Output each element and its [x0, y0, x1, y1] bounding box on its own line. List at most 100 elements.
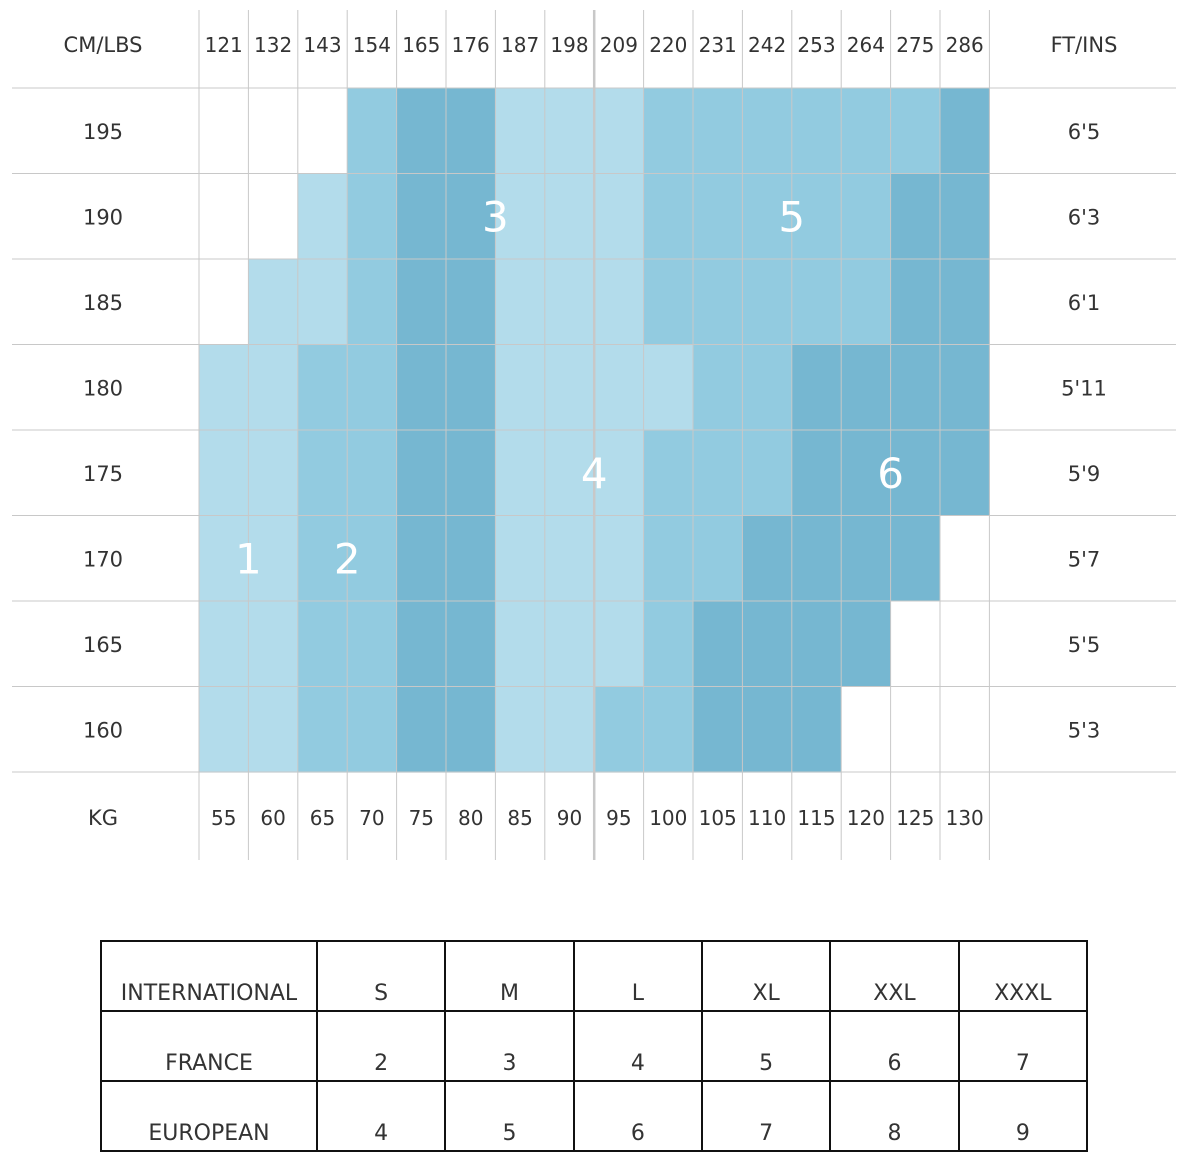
- zone-cell: [791, 173, 842, 260]
- ftins-tick-label: 5'11: [1061, 376, 1107, 400]
- ftins-tick-label: 6'1: [1068, 291, 1101, 315]
- zone-cell: [495, 430, 546, 517]
- ftins-tick-label: 5'9: [1068, 462, 1101, 486]
- zone-cell: [347, 686, 398, 773]
- kg-tick-label: 70: [359, 806, 384, 830]
- footer-left-label: KG: [88, 806, 118, 830]
- conversion-cell: XXL: [829, 940, 960, 1012]
- kg-tick-label: 105: [699, 806, 737, 830]
- zone-cell: [841, 173, 892, 260]
- zone-cell: [544, 173, 595, 260]
- conversion-cell: 4: [572, 1010, 703, 1082]
- zone-cell: [791, 259, 842, 346]
- conversion-cell: XXXL: [957, 940, 1089, 1012]
- zone-cell: [248, 515, 299, 602]
- conversion-cell: 7: [957, 1010, 1089, 1082]
- cm-tick-label: 160: [83, 718, 123, 742]
- zone-cell: [446, 601, 496, 688]
- conversion-cell: L: [572, 940, 703, 1012]
- zone-cell: [544, 515, 595, 602]
- cm-tick-label: 180: [83, 376, 123, 400]
- conversion-cell: S: [315, 940, 447, 1012]
- zone-cell: [199, 344, 249, 431]
- zone-cell: [940, 173, 990, 260]
- zone-cell: [248, 88, 299, 175]
- zone-cell: [544, 344, 595, 431]
- ftins-tick-label: 5'5: [1068, 633, 1101, 657]
- zone-cell: [199, 515, 249, 602]
- kg-tick-label: 65: [310, 806, 335, 830]
- lbs-tick-label: 275: [896, 33, 934, 57]
- zone-cell: [791, 515, 842, 602]
- zone-cell: [693, 430, 743, 517]
- kg-tick-label: 60: [260, 806, 285, 830]
- zone-cell: [248, 173, 299, 260]
- zone-cell: [347, 344, 398, 431]
- zone-cell: [742, 601, 793, 688]
- zone-cell: [693, 515, 743, 602]
- kg-tick-label: 90: [557, 806, 582, 830]
- conversion-cell: 7: [700, 1080, 832, 1152]
- conversion-cell: 8: [829, 1080, 960, 1152]
- zone-cell: [347, 430, 398, 517]
- lbs-tick-label: 264: [847, 33, 885, 57]
- zone-cell: [297, 344, 348, 431]
- zone-cell: [890, 601, 941, 688]
- zone-label: 5: [778, 192, 805, 241]
- zone-cell: [297, 515, 348, 602]
- zone-cell: [890, 88, 941, 175]
- zone-cell: [594, 515, 645, 602]
- zone-cell: [940, 686, 990, 773]
- zone-cell: [347, 259, 398, 346]
- zone-cell: [890, 515, 941, 602]
- zone-cell: [791, 686, 842, 773]
- zone-cell: [495, 88, 546, 175]
- zone-cell: [248, 259, 299, 346]
- zone-cell: [841, 601, 892, 688]
- conversion-row-label: INTERNATIONAL: [100, 940, 318, 1012]
- zone-cell: [693, 173, 743, 260]
- zone-cell: [594, 259, 645, 346]
- zone-cell: [643, 686, 694, 773]
- conversion-cell: 5: [700, 1010, 832, 1082]
- zone-cell: [396, 344, 447, 431]
- header-left-label: CM/LBS: [64, 33, 143, 57]
- zone-cell: [940, 88, 990, 175]
- zone-cell: [594, 173, 645, 260]
- ftins-tick-label: 5'7: [1068, 547, 1101, 571]
- kg-tick-label: 120: [847, 806, 885, 830]
- zone-cell: [446, 173, 496, 260]
- conversion-cell: 6: [572, 1080, 703, 1152]
- zone-cell: [594, 430, 645, 517]
- lbs-tick-label: 143: [303, 33, 341, 57]
- conversion-cell: 9: [957, 1080, 1089, 1152]
- zone-cell: [199, 601, 249, 688]
- zone-cell: [495, 515, 546, 602]
- zone-cell: [643, 259, 694, 346]
- zone-cell: [890, 173, 941, 260]
- zone-cell: [841, 88, 892, 175]
- zone-cell: [297, 686, 348, 773]
- kg-tick-label: 130: [946, 806, 984, 830]
- zone-cell: [791, 344, 842, 431]
- zone-cell: [940, 259, 990, 346]
- zone-cell: [544, 686, 595, 773]
- zone-cell: [297, 173, 348, 260]
- zone-cell: [396, 515, 447, 602]
- zone-cell: [791, 601, 842, 688]
- zone-cells: [199, 88, 990, 773]
- conversion-cell: 5: [444, 1080, 575, 1152]
- cm-tick-label: 185: [83, 291, 123, 315]
- zone-cell: [890, 259, 941, 346]
- zone-label: 2: [334, 534, 361, 583]
- zone-cell: [742, 430, 793, 517]
- header-right-label: FT/INS: [1051, 33, 1118, 57]
- conversion-cell: 4: [315, 1080, 447, 1152]
- zone-cell: [643, 344, 694, 431]
- zone-cell: [199, 259, 249, 346]
- zone-cell: [396, 686, 447, 773]
- zone-cell: [643, 601, 694, 688]
- lbs-tick-label: 198: [550, 33, 588, 57]
- zone-cell: [742, 173, 793, 260]
- lbs-tick-label: 286: [946, 33, 984, 57]
